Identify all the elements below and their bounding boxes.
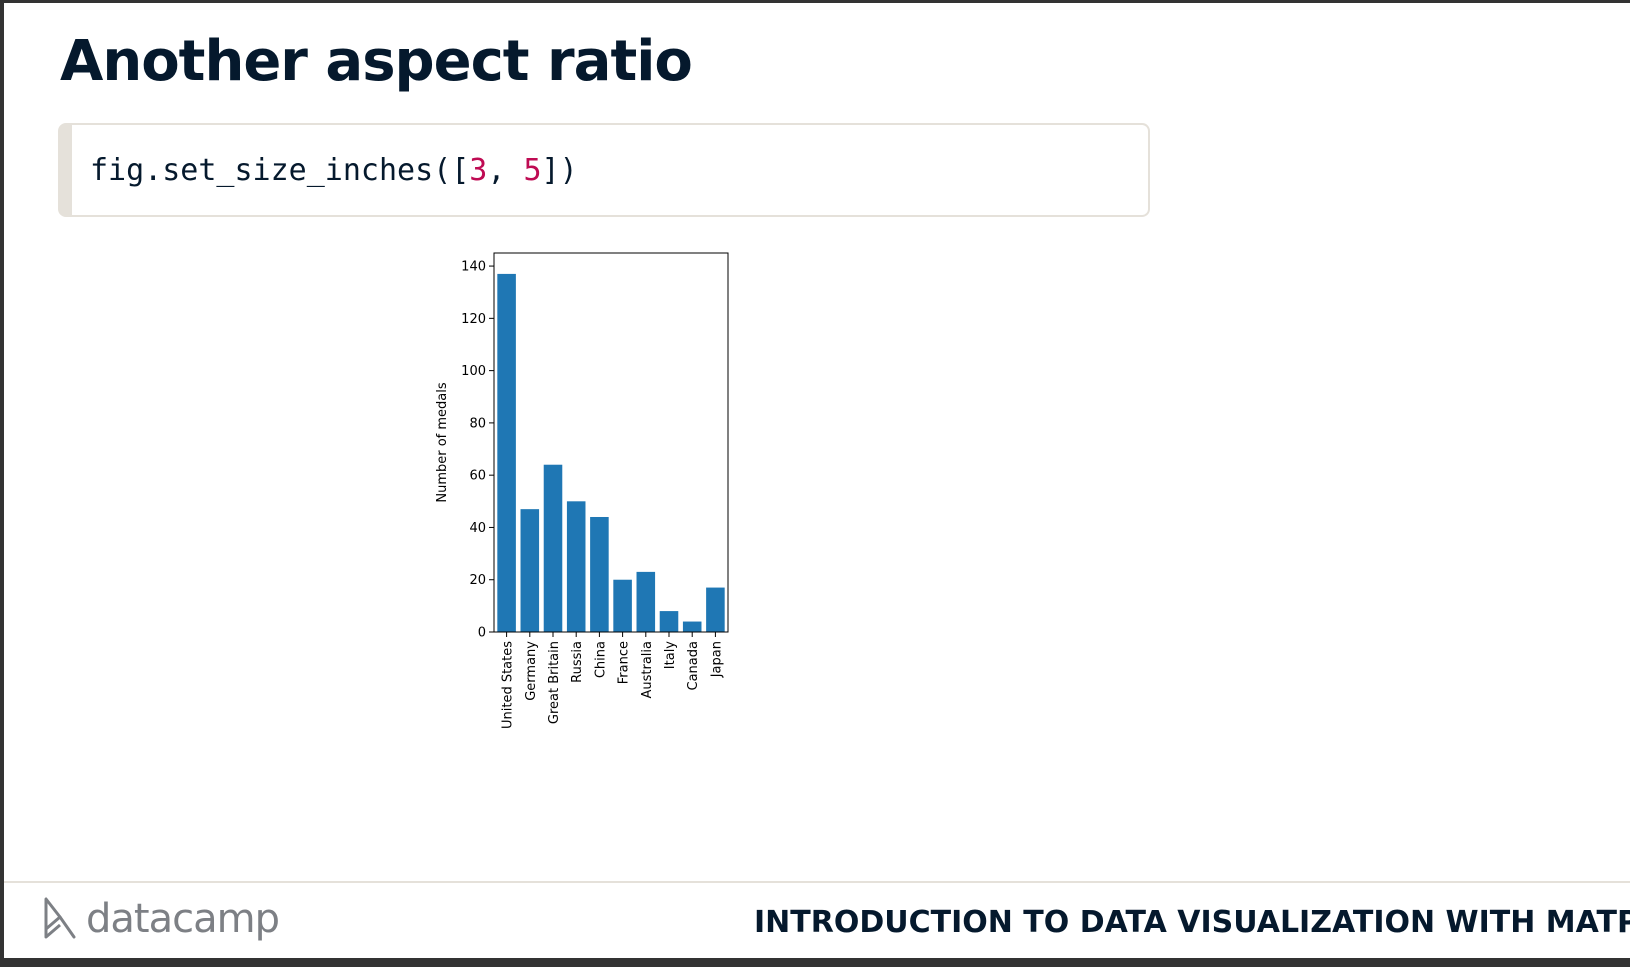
footer-divider xyxy=(4,881,1630,883)
x-tick-label: France xyxy=(617,641,632,684)
x-tick-label: Italy xyxy=(663,641,678,670)
bar-france xyxy=(613,579,632,632)
bars-group xyxy=(497,273,725,632)
y-tick-label: 120 xyxy=(461,312,486,327)
datacamp-logo-icon xyxy=(44,897,76,939)
slide-title: Another aspect ratio xyxy=(60,29,693,94)
x-tick-label: China xyxy=(593,641,608,678)
x-tick-label: Canada xyxy=(686,641,701,690)
bar-chart: 0 20 40 60 80 100 120 140 United States Germany G… xyxy=(424,249,764,769)
bar-germany xyxy=(520,509,540,632)
bar-japan xyxy=(706,587,725,632)
x-tick-label: Germany xyxy=(524,641,539,701)
y-ticks-group: 0 20 40 60 80 100 120 140 xyxy=(461,260,494,641)
y-tick-label: 40 xyxy=(469,521,486,536)
bar-russia xyxy=(566,501,586,632)
code-line: fig.set_size_inches([3, 5]) xyxy=(90,153,578,188)
code-call: fig.set_size_inches([ xyxy=(90,153,470,188)
code-close: ]) xyxy=(541,153,578,188)
y-tick-label: 20 xyxy=(469,573,486,588)
x-tick-label: Russia xyxy=(570,641,585,683)
course-title: INTRODUCTION TO DATA VISUALIZATION WITH … xyxy=(754,905,1630,940)
x-tick-label: Great Britain xyxy=(547,641,562,724)
x-tick-label: Japan xyxy=(709,641,724,678)
x-tick-label: United States xyxy=(501,641,516,729)
y-tick-label: 140 xyxy=(461,260,486,275)
plot-frame xyxy=(493,252,729,633)
code-separator: , xyxy=(487,153,524,188)
chart-svg: 0 20 40 60 80 100 120 140 United States Germany G… xyxy=(435,252,729,729)
bar-great-britain xyxy=(543,464,563,632)
logo-text: datacamp xyxy=(86,896,280,942)
code-block: fig.set_size_inches([3, 5]) xyxy=(58,123,1150,217)
x-tick-label: Australia xyxy=(640,641,655,699)
y-axis-label: Number of medals xyxy=(435,382,450,503)
y-tick-label: 100 xyxy=(461,364,486,379)
bar-china xyxy=(590,516,609,632)
y-tick-label: 80 xyxy=(469,416,486,431)
code-arg-height: 5 xyxy=(523,153,542,188)
bar-united-states xyxy=(497,273,516,632)
y-tick-label: 0 xyxy=(478,626,486,641)
bar-canada xyxy=(682,621,702,632)
code-arg-width: 3 xyxy=(469,153,488,188)
bar-australia xyxy=(636,571,656,632)
slide: Another aspect ratio fig.set_size_inches… xyxy=(4,3,1630,958)
x-ticks-group: United States Germany Great Britain Russia C… xyxy=(501,632,724,729)
bar-italy xyxy=(659,611,679,632)
y-tick-label: 60 xyxy=(469,469,486,484)
datacamp-logo[interactable]: datacamp xyxy=(40,895,280,943)
